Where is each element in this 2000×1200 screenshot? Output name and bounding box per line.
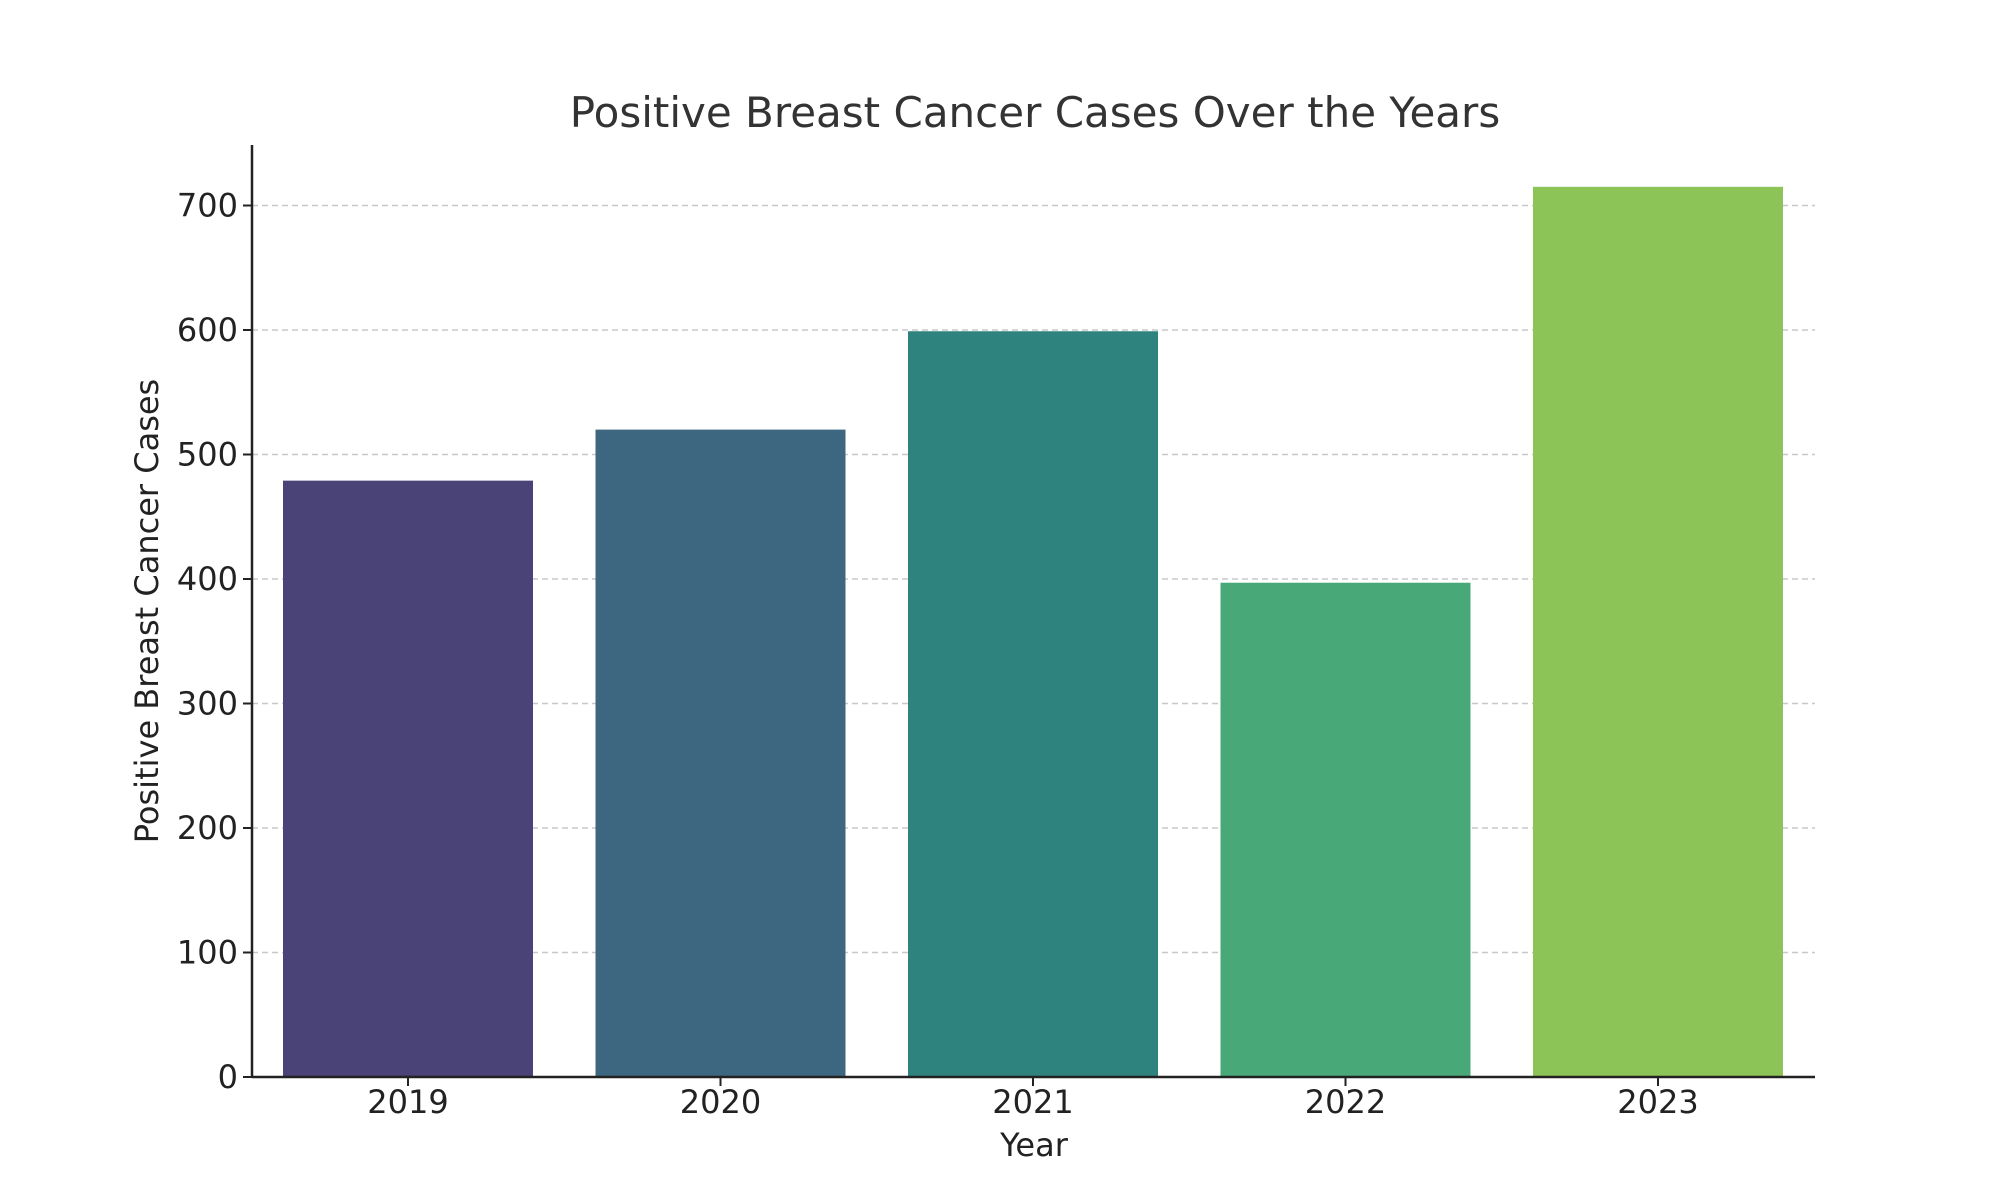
x-tick-label: 2022 (1305, 1083, 1386, 1121)
y-ticks: 0 100 200 300 400 500 600 700 (177, 187, 252, 1096)
y-tick-label: 400 (177, 560, 238, 598)
chart-title: Positive Breast Cancer Cases Over the Ye… (570, 88, 1500, 137)
bar-2020 (595, 429, 846, 1078)
y-axis-label: Positive Breast Cancer Cases (128, 379, 166, 843)
bar-2023 (1533, 186, 1783, 1077)
x-tick-label: 2023 (1617, 1083, 1698, 1121)
bars (283, 186, 1783, 1078)
y-tick-label: 500 (177, 436, 238, 474)
y-tick-label: 300 (177, 685, 238, 723)
y-tick-label: 200 (177, 809, 238, 847)
bar-2021 (908, 331, 1158, 1077)
x-axis-label: Year (999, 1126, 1069, 1164)
y-tick-label: 600 (177, 311, 238, 349)
x-tick-label: 2020 (680, 1083, 761, 1121)
y-tick-label: 0 (218, 1058, 238, 1096)
bar-2022 (1220, 582, 1471, 1077)
x-tick-label: 2019 (367, 1083, 448, 1121)
x-ticks: 2019 2020 2021 2022 2023 (367, 1077, 1699, 1121)
y-tick-label: 700 (177, 187, 238, 225)
y-tick-label: 100 (177, 934, 238, 972)
x-tick-label: 2021 (992, 1083, 1073, 1121)
bar-2019 (283, 480, 533, 1077)
